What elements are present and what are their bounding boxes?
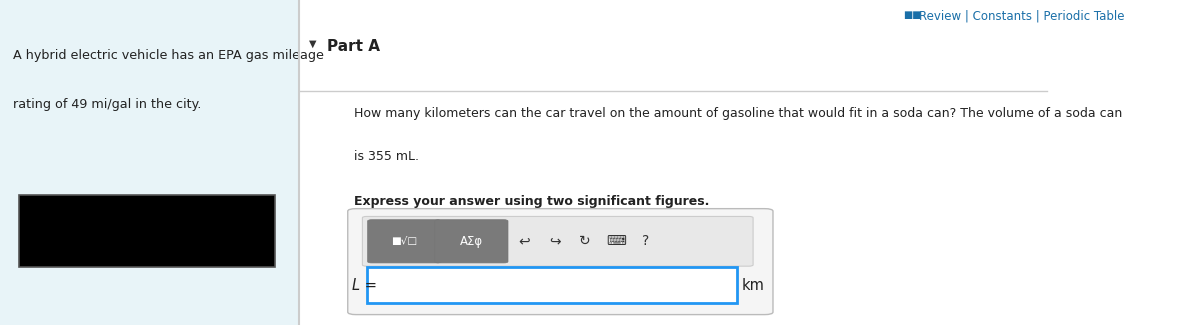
Text: ▼: ▼ xyxy=(308,39,317,49)
Text: ↪: ↪ xyxy=(550,234,560,248)
Text: ?: ? xyxy=(642,234,649,248)
Text: ■√□: ■√□ xyxy=(391,236,418,246)
FancyBboxPatch shape xyxy=(367,220,440,263)
Text: A hybrid electric vehicle has an EPA gas mileage: A hybrid electric vehicle has an EPA gas… xyxy=(12,49,324,62)
FancyBboxPatch shape xyxy=(19,195,276,266)
Text: ↻: ↻ xyxy=(578,234,590,248)
Text: L =: L = xyxy=(352,278,377,293)
Text: rating of 49 mi/gal in the city.: rating of 49 mi/gal in the city. xyxy=(12,98,200,111)
Text: Express your answer using two significant figures.: Express your answer using two significan… xyxy=(354,195,709,208)
Text: ↩: ↩ xyxy=(518,234,529,248)
Text: AΣφ: AΣφ xyxy=(460,235,482,248)
FancyBboxPatch shape xyxy=(434,220,508,263)
FancyBboxPatch shape xyxy=(348,209,773,315)
Text: ⌨: ⌨ xyxy=(606,234,626,248)
FancyBboxPatch shape xyxy=(0,0,299,325)
Text: How many kilometers can the car travel on the amount of gasoline that would fit : How many kilometers can the car travel o… xyxy=(354,107,1122,120)
Text: km: km xyxy=(742,278,764,293)
FancyBboxPatch shape xyxy=(362,216,754,266)
Text: ■■: ■■ xyxy=(902,10,922,20)
Text: is 355 mL.: is 355 mL. xyxy=(354,150,419,162)
Text: Review | Constants | Periodic Table: Review | Constants | Periodic Table xyxy=(918,10,1124,23)
FancyBboxPatch shape xyxy=(366,267,737,303)
Text: Part A: Part A xyxy=(326,39,379,54)
